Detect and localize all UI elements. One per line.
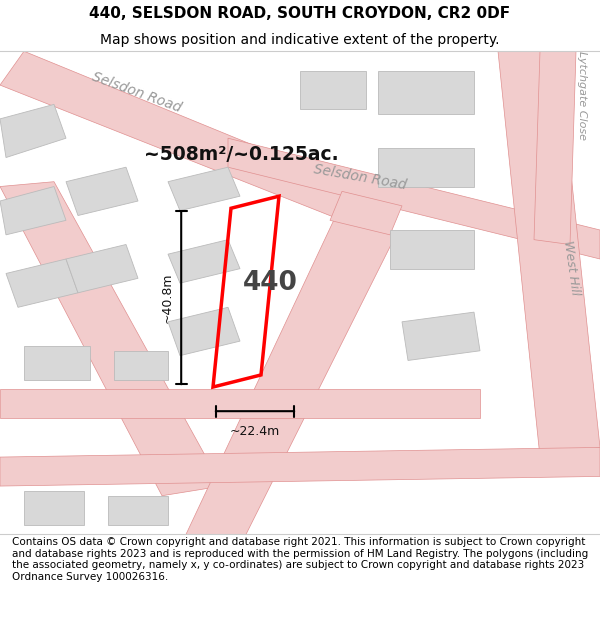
Polygon shape [0, 51, 366, 221]
Polygon shape [24, 346, 90, 380]
Polygon shape [0, 389, 480, 418]
Polygon shape [0, 182, 222, 496]
Polygon shape [228, 138, 600, 259]
Polygon shape [498, 51, 600, 457]
Text: Selsdon Road: Selsdon Road [312, 162, 407, 192]
Text: 440: 440 [243, 271, 298, 296]
Polygon shape [66, 244, 138, 292]
Polygon shape [534, 51, 576, 244]
Polygon shape [330, 191, 402, 235]
Polygon shape [66, 168, 138, 216]
Polygon shape [186, 216, 396, 534]
Polygon shape [6, 259, 78, 308]
Polygon shape [168, 239, 240, 283]
Polygon shape [300, 71, 366, 109]
Polygon shape [108, 496, 168, 525]
Polygon shape [168, 308, 240, 356]
Polygon shape [0, 186, 66, 235]
Polygon shape [390, 230, 474, 269]
Polygon shape [378, 71, 474, 114]
Text: ~22.4m: ~22.4m [230, 425, 280, 438]
Polygon shape [0, 104, 66, 158]
Polygon shape [168, 168, 240, 211]
Text: 440, SELSDON ROAD, SOUTH CROYDON, CR2 0DF: 440, SELSDON ROAD, SOUTH CROYDON, CR2 0D… [89, 6, 511, 21]
Polygon shape [24, 491, 84, 525]
Text: Lytchgate Close: Lytchgate Close [577, 51, 587, 140]
Text: Contains OS data © Crown copyright and database right 2021. This information is : Contains OS data © Crown copyright and d… [12, 537, 588, 582]
Text: West Hill: West Hill [561, 239, 581, 296]
Polygon shape [0, 448, 600, 486]
Polygon shape [378, 148, 474, 186]
Text: ~40.8m: ~40.8m [161, 272, 174, 323]
Text: Map shows position and indicative extent of the property.: Map shows position and indicative extent… [100, 33, 500, 47]
Polygon shape [402, 312, 480, 361]
Text: ~508m²/~0.125ac.: ~508m²/~0.125ac. [144, 145, 338, 164]
Polygon shape [114, 351, 168, 380]
Text: Selsdon Road: Selsdon Road [90, 69, 183, 114]
